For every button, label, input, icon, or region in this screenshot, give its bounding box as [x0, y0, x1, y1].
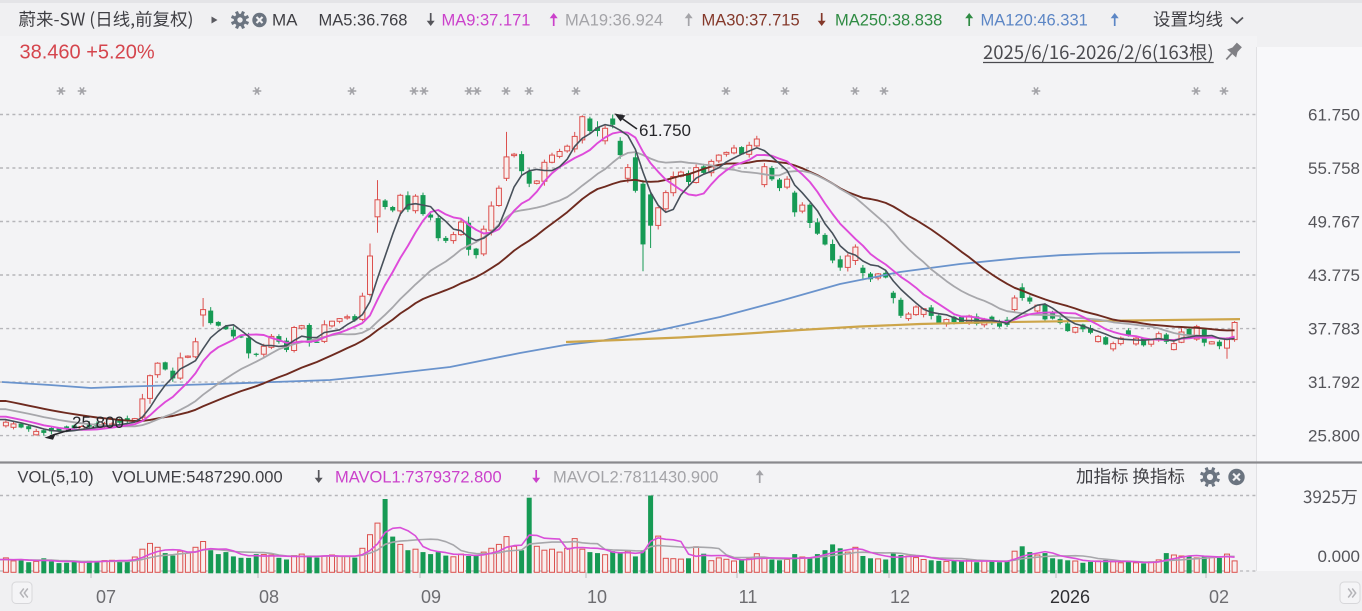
- svg-text:VOLUME:5487290.000: VOLUME:5487290.000: [112, 469, 283, 487]
- svg-text:MA5:36.768: MA5:36.768: [319, 12, 408, 30]
- svg-text:61.750: 61.750: [639, 121, 691, 140]
- svg-text:MAVOL2:7811430.900: MAVOL2:7811430.900: [553, 469, 718, 487]
- svg-text:MA19:36.924: MA19:36.924: [565, 12, 663, 30]
- svg-text:25.800: 25.800: [1308, 427, 1360, 446]
- svg-text:49.767: 49.767: [1308, 213, 1360, 232]
- svg-text:0.000: 0.000: [1317, 547, 1360, 566]
- svg-text:MAVOL1:7379372.800: MAVOL1:7379372.800: [335, 469, 502, 487]
- svg-text:09: 09: [421, 587, 441, 606]
- svg-text:MA120:46.331: MA120:46.331: [981, 12, 1088, 30]
- svg-text:MA9:37.171: MA9:37.171: [442, 12, 531, 30]
- svg-text:31.792: 31.792: [1308, 373, 1360, 392]
- svg-text:12: 12: [890, 587, 910, 606]
- svg-text:MA250:38.838: MA250:38.838: [835, 12, 942, 30]
- svg-text:07: 07: [96, 587, 116, 606]
- svg-text:08: 08: [259, 587, 279, 606]
- svg-text:43.775: 43.775: [1308, 266, 1360, 285]
- svg-text:38.460 +5.20%: 38.460 +5.20%: [20, 42, 155, 64]
- svg-text:10: 10: [587, 587, 607, 606]
- svg-text:11: 11: [739, 587, 758, 606]
- svg-text:37.783: 37.783: [1308, 320, 1360, 339]
- svg-text:61.750: 61.750: [1308, 106, 1360, 125]
- svg-text:2026: 2026: [1050, 587, 1090, 606]
- svg-text:VOL(5,10): VOL(5,10): [18, 469, 94, 487]
- svg-text:MA: MA: [272, 11, 298, 30]
- svg-text:55.758: 55.758: [1308, 159, 1360, 178]
- svg-text:25.800: 25.800: [72, 413, 124, 432]
- svg-text:MA30:37.715: MA30:37.715: [702, 12, 800, 30]
- svg-text:02: 02: [1209, 587, 1229, 606]
